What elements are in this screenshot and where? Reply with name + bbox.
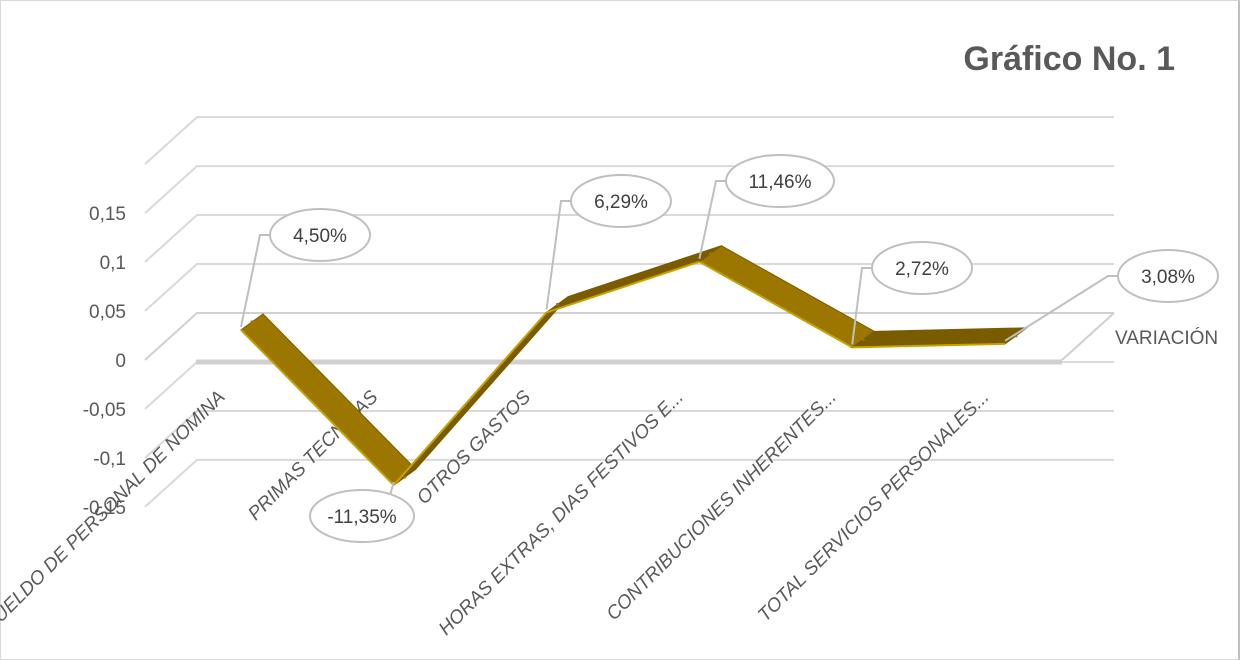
label-bubble <box>269 208 371 262</box>
legend-entry: VARIACIÓN <box>1115 327 1218 349</box>
label-leader <box>851 267 872 345</box>
data-label: 6,29% <box>594 192 648 213</box>
axis-layer: -0,15 -0,1 -0,05 0 0,05 0,1 0,15 SUELDO DE PERS… <box>0 204 994 640</box>
data-point <box>556 302 560 306</box>
label-bubble <box>871 241 973 295</box>
data-label: 2,72% <box>895 259 949 280</box>
data-point <box>403 475 407 479</box>
chart-title: Gráfico No. 1 <box>963 40 1175 78</box>
ribbon-segment <box>546 245 722 313</box>
data-label: 4,50% <box>293 226 347 247</box>
data-label: -11,35% <box>327 507 396 528</box>
data-label: 3,08% <box>1141 267 1195 288</box>
data-label: 11,46% <box>748 172 811 193</box>
series-ribbon <box>240 245 1029 486</box>
ribbon-edge <box>240 329 395 486</box>
y-tick-label: 0,15 <box>89 204 126 225</box>
y-tick-label: 0 <box>115 351 126 372</box>
y-tick-label: -0,1 <box>93 449 126 470</box>
y-tick-label: -0,05 <box>83 400 126 421</box>
label-bubble <box>725 154 835 208</box>
x-tick-label: HORAS EXTRAS, DIAS FESTIVOS E... <box>435 387 688 640</box>
grid-layer <box>144 116 1115 508</box>
ribbon-edge <box>393 311 548 486</box>
x-tick-label: SUELDO DE PERSONAL DE NOMINA <box>0 387 230 636</box>
label-bubble <box>1117 249 1219 303</box>
gridline <box>144 409 1114 459</box>
gridline <box>144 214 1114 263</box>
ribbon-edge <box>852 342 1006 349</box>
label-leader <box>545 200 571 310</box>
zero-plane-edge <box>1061 312 1115 361</box>
gridline <box>144 263 1114 312</box>
y-tick-label: 0,1 <box>100 253 126 274</box>
y-tick-label: -0,15 <box>83 498 126 519</box>
ribbon-edge <box>698 260 853 349</box>
data-point <box>250 320 254 324</box>
ribbon-edge <box>546 260 700 314</box>
label-leader <box>240 234 270 328</box>
label-leader <box>698 180 726 259</box>
label-bubble <box>570 174 672 228</box>
ribbon-segment <box>698 245 876 348</box>
label-leader <box>1004 275 1118 342</box>
label-bubble <box>309 489 415 543</box>
gridline <box>144 458 1114 508</box>
data-labels: 4,50% -11,35% 6,29% 11,46% 2,72% 3,08% <box>240 154 1219 543</box>
data-point <box>708 252 712 256</box>
y-tick-label: 0,05 <box>89 302 126 323</box>
gridline <box>144 116 1114 165</box>
data-point <box>861 337 865 341</box>
